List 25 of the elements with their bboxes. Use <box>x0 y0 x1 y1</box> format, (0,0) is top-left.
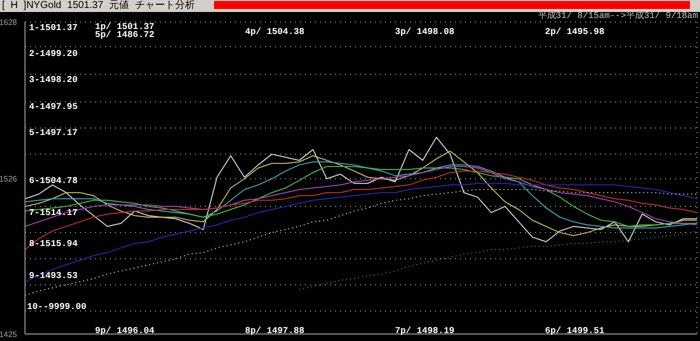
annotation: 10--9999.00 <box>27 302 86 312</box>
annotation: 4-1497.95 <box>29 102 78 112</box>
annotation: 1-1501.37 <box>29 23 78 33</box>
annotation: 8p/ 1497.88 <box>245 326 304 336</box>
line-series <box>298 230 697 290</box>
annotation: 5p/ 1486.72 <box>95 30 154 40</box>
annotation: 7p/ 1498.19 <box>395 326 454 336</box>
annotation: 1p/ 1501.37 <box>95 22 154 32</box>
annotation: 6p/ 1499.51 <box>545 326 604 336</box>
annotation: 5-1497.17 <box>29 128 78 138</box>
line-series <box>25 182 697 282</box>
annotation: 3p/ 1498.08 <box>395 27 454 37</box>
y-tick-label: 1526 <box>0 174 18 184</box>
annotation: 3-1498.20 <box>29 75 78 85</box>
annotation: 6-1504.78 <box>29 176 78 186</box>
line-series <box>25 150 697 236</box>
chart-title: [ H ]NYGold 1501.37 元値 チャート分析 <box>2 0 195 12</box>
y-tick-label: 1425 <box>0 330 18 339</box>
annotation: 9p/ 1496.04 <box>95 326 154 336</box>
chart-subtitle: 平成31/ 8/15am-->平成31/ 9/18am <box>538 11 698 21</box>
annotation: 2-1499.20 <box>29 49 78 59</box>
y-tick-label: 1628 <box>0 18 18 27</box>
line-series <box>25 170 697 250</box>
annotation: 4p/ 1504.38 <box>245 27 304 37</box>
annotation: 2p/ 1495.98 <box>545 27 604 37</box>
